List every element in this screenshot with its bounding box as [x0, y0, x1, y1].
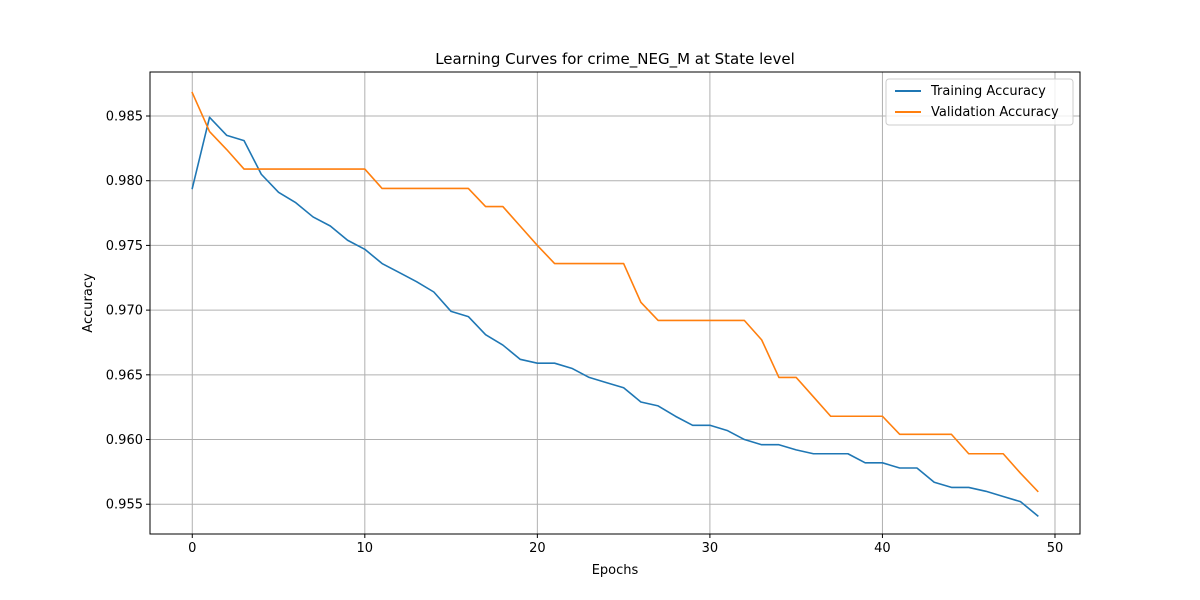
- x-axis-label: Epochs: [592, 563, 639, 578]
- legend-label-training: Training Accuracy: [930, 84, 1046, 99]
- y-tick-label: 0.960: [106, 433, 143, 448]
- legend-box: [885, 78, 1074, 126]
- y-tick-label: 0.980: [106, 174, 143, 189]
- y-tick-label: 0.985: [106, 110, 143, 125]
- chart-title: Learning Curves for crime_NEG_M at State…: [435, 50, 795, 69]
- y-axis-ticks: 0.955 0.960 0.965 0.970 0.975 0.980 0.985: [106, 110, 150, 513]
- legend-label-validation: Validation Accuracy: [931, 105, 1059, 120]
- x-tick-label: 30: [702, 541, 719, 556]
- legend: Training Accuracy Validation Accuracy: [885, 78, 1074, 126]
- y-tick-label: 0.965: [106, 368, 143, 383]
- x-tick-label: 50: [1047, 541, 1064, 556]
- grid-lines: [150, 72, 1080, 534]
- y-axis-label: Accuracy: [81, 273, 96, 333]
- x-axis-ticks: 0 10 20 30 40 50: [188, 534, 1063, 556]
- plot-frame: [149, 71, 1081, 535]
- y-tick-label: 0.955: [106, 498, 143, 513]
- training-accuracy-line: [191, 116, 1039, 518]
- x-tick-label: 20: [529, 541, 546, 556]
- y-tick-label: 0.975: [106, 239, 143, 254]
- x-tick-label: 0: [188, 541, 196, 556]
- x-tick-label: 40: [874, 541, 891, 556]
- validation-accuracy-line: [191, 91, 1039, 493]
- x-tick-label: 10: [357, 541, 374, 556]
- series-lines: [191, 91, 1039, 518]
- y-tick-label: 0.970: [106, 304, 143, 319]
